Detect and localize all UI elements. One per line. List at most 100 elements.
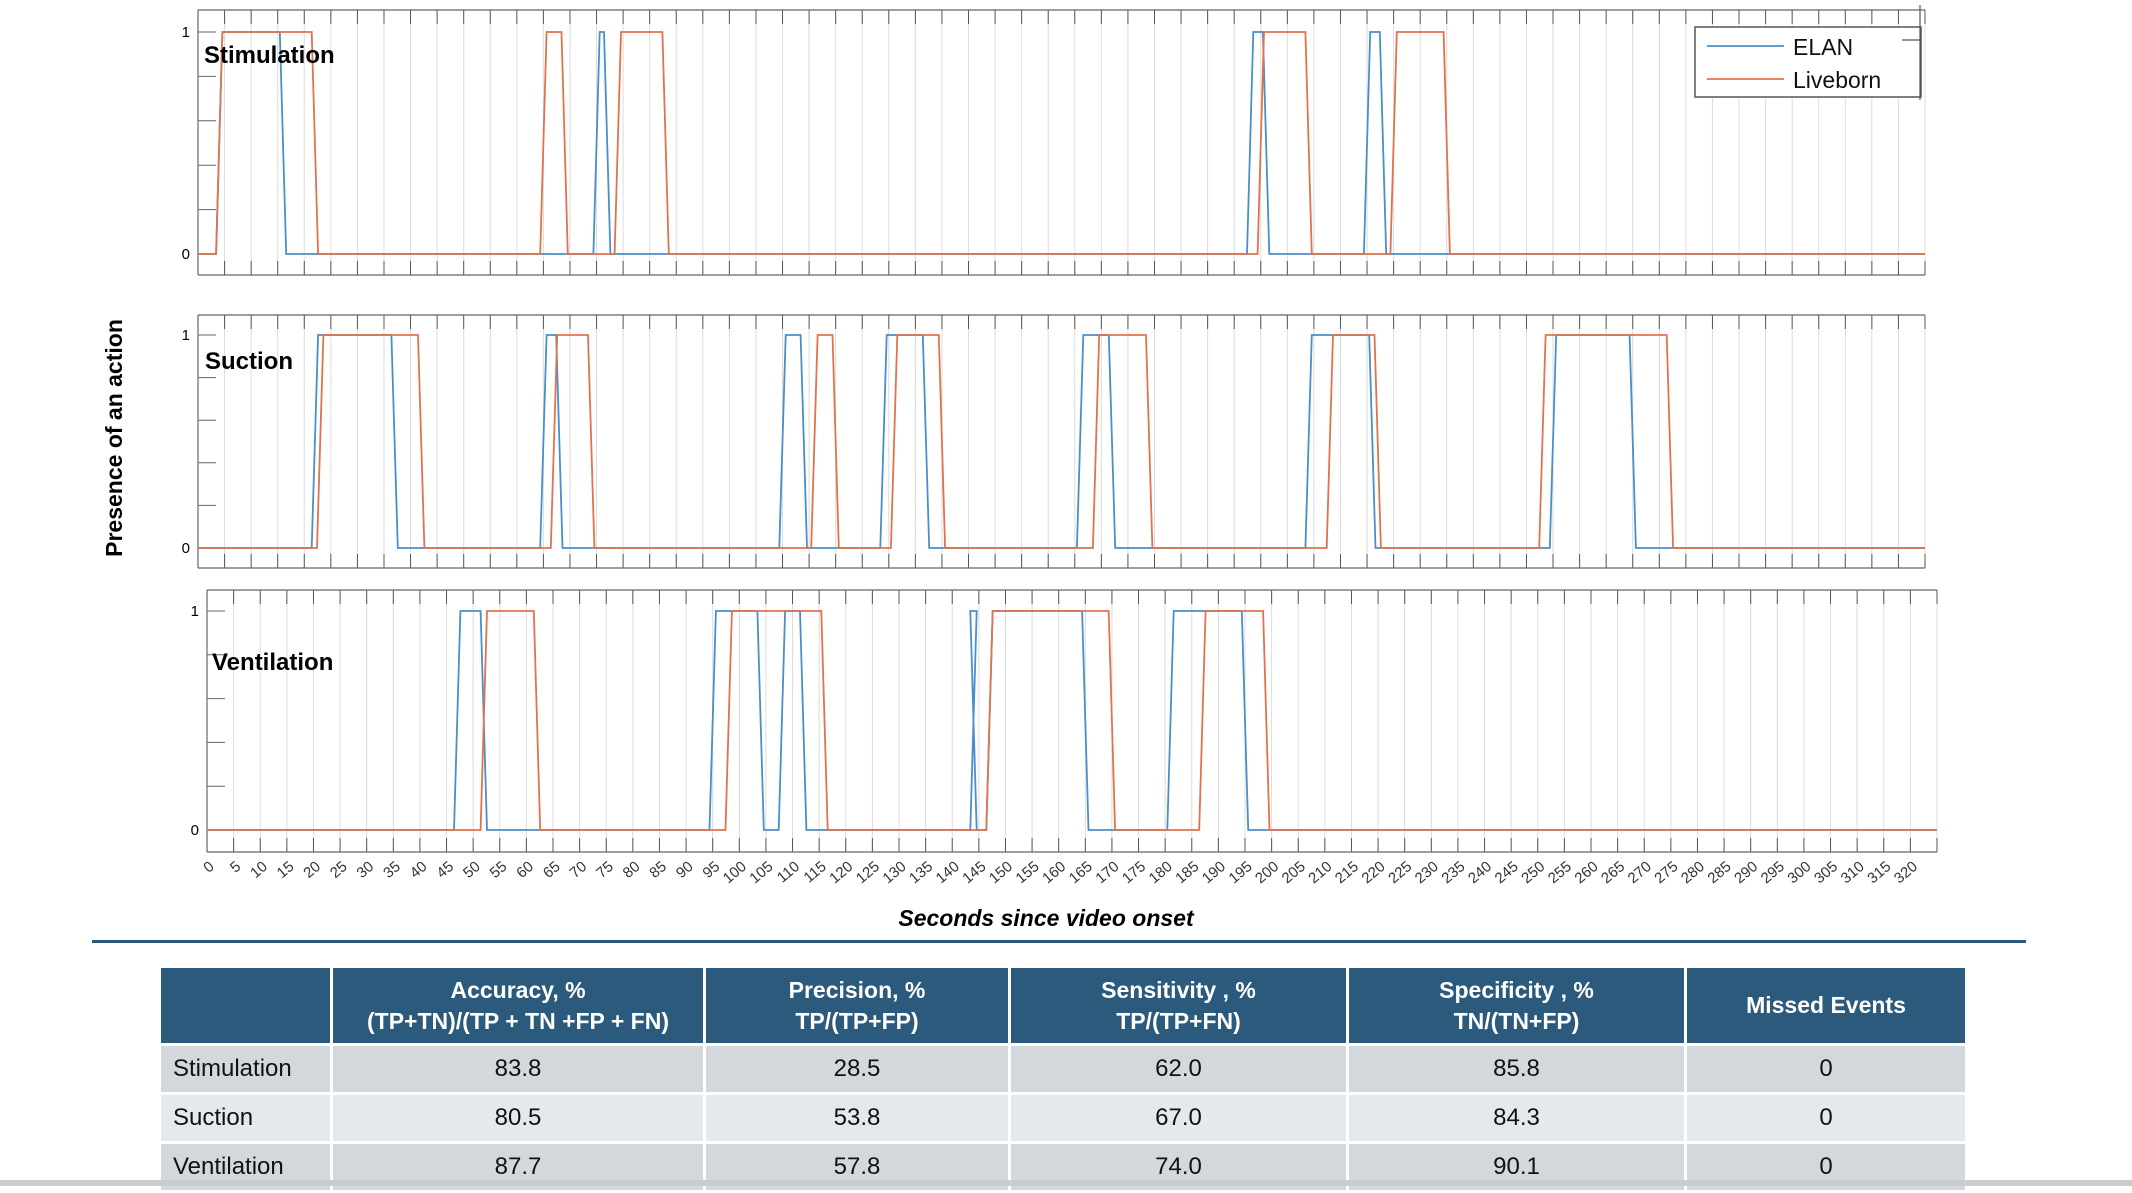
table-cell: 83.8 xyxy=(333,1046,703,1092)
x-tick-label: 275 xyxy=(1651,858,1681,887)
x-tick-label: 40 xyxy=(407,858,431,882)
row-label: Suction xyxy=(161,1095,330,1141)
x-tick-label: 125 xyxy=(853,858,883,887)
x-tick-label: 10 xyxy=(247,858,271,882)
panel-stimulation: 0 1 Stimulation xyxy=(182,9,1926,276)
x-tick-label: 110 xyxy=(774,858,803,886)
x-tick-label: 205 xyxy=(1279,858,1309,887)
x-tick-label: 35 xyxy=(380,858,404,882)
x-tick-label: 235 xyxy=(1438,858,1468,887)
series-line-liveborn xyxy=(198,334,1925,549)
panel-title: Stimulation xyxy=(204,42,335,69)
x-tick-label: 250 xyxy=(1518,858,1548,887)
x-tick-label: 70 xyxy=(566,858,590,882)
x-tick-label: 100 xyxy=(720,858,750,887)
legend-box xyxy=(1694,26,1922,98)
x-tick-label: 315 xyxy=(1864,858,1894,887)
x-tick-label: 15 xyxy=(274,858,298,882)
table-header-cell xyxy=(161,968,330,1043)
x-tick-label: 60 xyxy=(513,858,537,882)
x-tick-label: 255 xyxy=(1545,858,1575,887)
y-tick-label: 1 xyxy=(182,24,190,41)
x-tick-label: 285 xyxy=(1705,858,1735,887)
x-tick-label: 105 xyxy=(746,858,776,887)
x-tick-label: 155 xyxy=(1013,858,1043,887)
x-tick-label: 215 xyxy=(1332,858,1362,887)
table-cell: 62.0 xyxy=(1011,1046,1346,1092)
table-header-cell: Specificity , % TN/(TN+FP) xyxy=(1349,968,1684,1043)
table-cell: 85.8 xyxy=(1349,1046,1684,1092)
bottom-scroll-bar xyxy=(0,1180,2132,1186)
x-tick-label: 50 xyxy=(460,858,484,882)
x-tick-label: 85 xyxy=(646,858,670,882)
x-tick-label: 115 xyxy=(800,858,829,886)
x-tick-label: 5 xyxy=(227,858,244,876)
table-header-cell: Precision, % TP/(TP+FP) xyxy=(706,968,1008,1043)
x-tick-label: 210 xyxy=(1305,858,1335,887)
x-tick-label: 135 xyxy=(906,858,936,887)
x-tick-label: 300 xyxy=(1784,858,1814,887)
x-tick-label: 145 xyxy=(959,858,989,887)
x-tick-label: 160 xyxy=(1039,858,1069,887)
x-tick-label: 80 xyxy=(620,858,644,882)
x-tick-label: 20 xyxy=(300,858,324,882)
table-header-cell: Sensitivity , % TP/(TP+FN) xyxy=(1011,968,1346,1043)
table-cell: 84.3 xyxy=(1349,1095,1684,1141)
legend-label-elan: ELAN xyxy=(1793,34,1853,60)
x-tick-label: 140 xyxy=(933,858,963,887)
series-line-liveborn xyxy=(207,610,1937,831)
table-cell: 0 xyxy=(1687,1095,1965,1141)
x-tick-label: 320 xyxy=(1891,858,1921,887)
table-cell: 67.0 xyxy=(1011,1095,1346,1141)
panel-title: Suction xyxy=(205,348,293,375)
x-tick-label: 270 xyxy=(1625,858,1655,887)
table-cell: 28.5 xyxy=(706,1046,1008,1092)
series-line-liveborn xyxy=(198,31,1925,255)
y-axis-label: Presence of an action xyxy=(101,319,127,557)
x-tick-label: 30 xyxy=(354,858,378,882)
x-tick-label: 165 xyxy=(1066,858,1096,887)
table-cell: 80.5 xyxy=(333,1095,703,1141)
y-tick-label: 0 xyxy=(182,540,190,557)
x-tick-label: 180 xyxy=(1146,858,1176,887)
x-tick-label: 305 xyxy=(1811,858,1841,887)
x-tick-label: 65 xyxy=(540,858,564,882)
x-tick-label: 45 xyxy=(433,858,457,882)
series-line-elan xyxy=(198,31,1925,255)
table-header-row: Accuracy, % (TP+TN)/(TP + TN +FP + FN) Pr… xyxy=(161,968,1965,1043)
table-cell: 0 xyxy=(1687,1046,1965,1092)
x-tick-label: 220 xyxy=(1359,858,1389,887)
x-tick-label: 310 xyxy=(1838,858,1868,887)
x-tick-label: 260 xyxy=(1571,858,1601,887)
series-line-elan xyxy=(198,334,1925,549)
table-header-cell: Missed Events xyxy=(1687,968,1965,1043)
x-tick-label: 120 xyxy=(826,858,856,887)
x-tick-label: 200 xyxy=(1252,858,1282,887)
chart-figure: Presence of an action Seconds since vide… xyxy=(101,5,1938,931)
x-tick-label: 130 xyxy=(879,858,909,887)
metrics-table: Accuracy, % (TP+TN)/(TP + TN +FP + FN) Pr… xyxy=(158,965,1968,1193)
x-tick-label: 150 xyxy=(986,858,1016,887)
x-tick-label: 190 xyxy=(1199,858,1229,887)
y-tick-label: 1 xyxy=(182,327,190,344)
x-tick-label: 225 xyxy=(1385,858,1415,887)
panel-suction: 0 1 Suction xyxy=(182,314,1926,569)
table-header-cell: Accuracy, % (TP+TN)/(TP + TN +FP + FN) xyxy=(333,968,703,1043)
x-tick-label: 175 xyxy=(1119,858,1149,887)
x-tick-label: 90 xyxy=(673,858,697,882)
x-tick-label: 195 xyxy=(1225,858,1255,887)
table-row: Stimulation 83.8 28.5 62.0 85.8 0 xyxy=(161,1046,1965,1092)
x-tick-label: 95 xyxy=(700,858,724,882)
y-tick-label: 1 xyxy=(191,603,199,620)
x-tick-label: 280 xyxy=(1678,858,1708,887)
x-tick-label: 290 xyxy=(1731,858,1761,887)
x-tick-label: 0 xyxy=(200,858,217,876)
section-divider xyxy=(92,940,2026,943)
x-tick-label: 230 xyxy=(1412,858,1442,887)
x-tick-label: 295 xyxy=(1758,858,1788,887)
x-tick-label: 185 xyxy=(1172,858,1202,887)
x-tick-label: 55 xyxy=(487,858,511,882)
y-tick-label: 0 xyxy=(182,246,190,263)
series-line-elan xyxy=(207,610,1937,831)
